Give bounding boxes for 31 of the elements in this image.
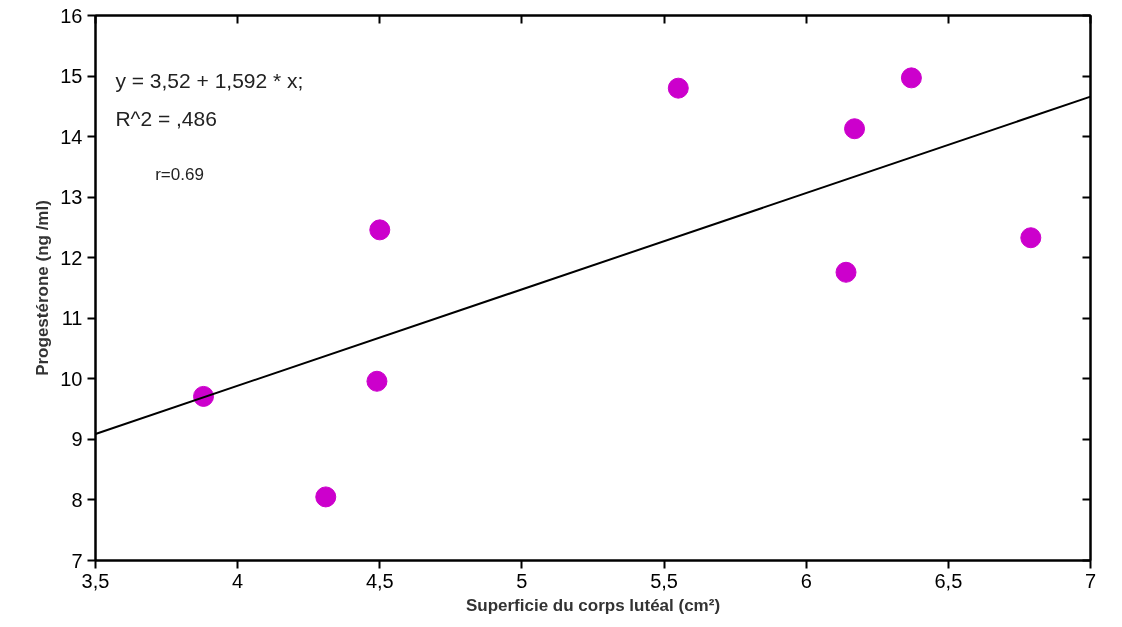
point bbox=[366, 370, 388, 392]
y-tick-label: 13 bbox=[60, 186, 83, 209]
x-tick-label: 4 bbox=[232, 569, 244, 592]
point bbox=[844, 118, 866, 140]
y-tick-label: 16 bbox=[60, 4, 83, 27]
y-tick-label: 11 bbox=[61, 307, 83, 330]
point bbox=[835, 261, 857, 283]
x-tick-label: 6,5 bbox=[934, 569, 963, 592]
x-tick-label: 5 bbox=[516, 569, 528, 592]
y-tick-label: 9 bbox=[71, 428, 83, 451]
x-tick-label: 4,5 bbox=[365, 569, 394, 592]
point bbox=[900, 67, 922, 89]
y-tick-label: 7 bbox=[71, 549, 83, 572]
x-tick-label: 7 bbox=[1084, 569, 1097, 592]
y-tick-label: 15 bbox=[60, 65, 83, 88]
point bbox=[1020, 227, 1042, 249]
y-tick-label: 14 bbox=[60, 125, 83, 148]
point bbox=[667, 77, 689, 99]
x-tick-label: 6 bbox=[800, 569, 812, 592]
x-tick-label: 5,5 bbox=[650, 569, 678, 592]
point bbox=[315, 486, 337, 508]
annotation: R^2 = ,486 bbox=[115, 106, 217, 130]
y-axis-title: Progestérone (ng /ml) bbox=[33, 200, 53, 376]
annotation: y = 3,52 + 1,592 * x; bbox=[115, 68, 304, 92]
y-tick-label: 12 bbox=[60, 246, 83, 269]
y-tick-label: 10 bbox=[60, 367, 83, 390]
x-axis-title: Superficie du corps lutéal (cm²) bbox=[465, 595, 721, 615]
x-tick-label: 3,5 bbox=[81, 569, 110, 592]
annotation: r=0.69 bbox=[155, 165, 204, 185]
y-tick-label: 8 bbox=[71, 488, 83, 511]
point bbox=[369, 219, 391, 241]
